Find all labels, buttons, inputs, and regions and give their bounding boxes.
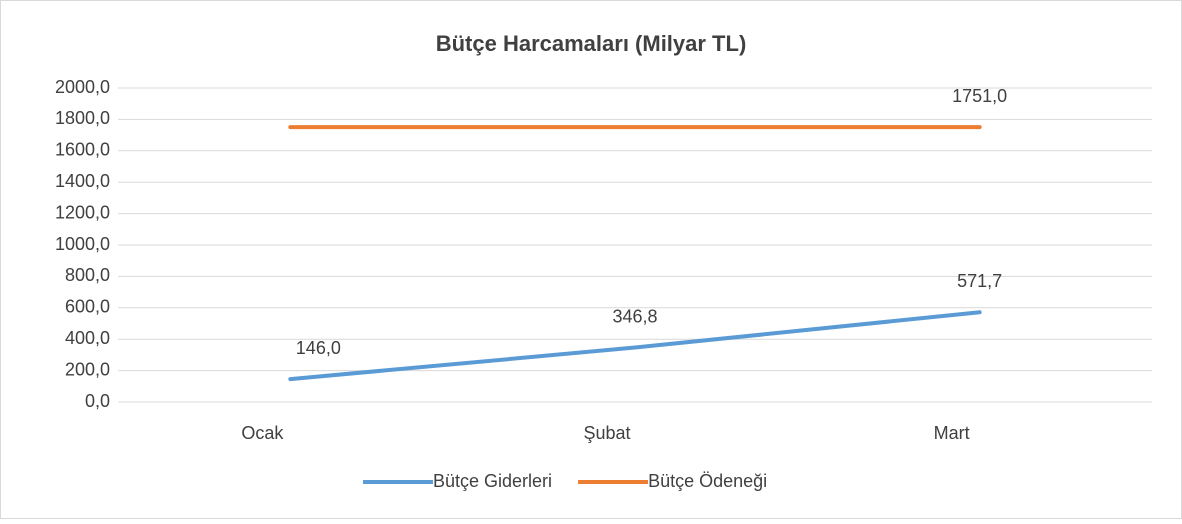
y-tick-label: 800,0 xyxy=(65,265,110,285)
y-tick-label: 2000,0 xyxy=(55,77,110,97)
line-series xyxy=(288,310,982,382)
data-label: 1751,0 xyxy=(952,86,1007,106)
x-tick-label: Mart xyxy=(934,423,970,443)
y-tick-label: 1000,0 xyxy=(55,234,110,254)
x-tick-label: Şubat xyxy=(583,423,630,443)
y-tick-label: 1600,0 xyxy=(55,140,110,160)
data-label: 571,7 xyxy=(957,271,1002,291)
y-tick-label: 1800,0 xyxy=(55,108,110,128)
y-tick-label: 1400,0 xyxy=(55,171,110,191)
x-tick-label: Ocak xyxy=(241,423,284,443)
legend-label: Bütçe Giderleri xyxy=(433,471,552,491)
y-tick-label: 600,0 xyxy=(65,297,110,317)
y-tick-label: 1200,0 xyxy=(55,202,110,222)
data-label: 346,8 xyxy=(612,306,657,326)
legend-label: Bütçe Ödeneği xyxy=(648,471,767,491)
y-tick-label: 400,0 xyxy=(65,328,110,348)
data-label: 146,0 xyxy=(296,338,341,358)
y-tick-label: 200,0 xyxy=(65,359,110,379)
chart-title: Bütçe Harcamaları (Milyar TL) xyxy=(436,31,747,56)
y-tick-label: 0,0 xyxy=(85,391,110,411)
